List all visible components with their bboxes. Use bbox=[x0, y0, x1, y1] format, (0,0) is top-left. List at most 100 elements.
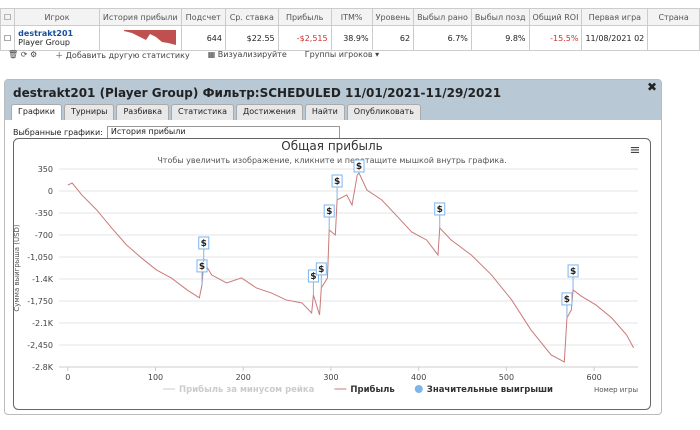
tab[interactable]: Графики bbox=[11, 104, 62, 120]
x-axis-title: Номер игры bbox=[594, 386, 638, 394]
big-win-label: $ bbox=[326, 207, 332, 217]
cell: 644 bbox=[180, 25, 226, 51]
cell: 62 bbox=[371, 25, 415, 51]
x-tick-label: 300 bbox=[323, 373, 338, 382]
tab[interactable]: Турниры bbox=[63, 104, 115, 120]
filter-label: Фильтр: bbox=[202, 86, 260, 100]
legend-item[interactable]: Значительные выигрыши bbox=[427, 385, 553, 395]
x-tick-label: 100 bbox=[148, 373, 163, 382]
big-win-label: $ bbox=[437, 205, 443, 215]
sparkline bbox=[98, 25, 182, 51]
column-header: Общий ROI bbox=[528, 8, 583, 26]
column-header: Страна bbox=[647, 8, 700, 26]
panel-header: destrakt201 (Player Group) Фильтр:SCHEDU… bbox=[5, 80, 661, 104]
big-win-box bbox=[198, 236, 210, 250]
big-win-box bbox=[331, 174, 343, 188]
x-tick-label: 0 bbox=[65, 373, 70, 382]
column-header: Уровень bbox=[371, 8, 415, 26]
y-tick-label: -350 bbox=[35, 209, 53, 218]
visualize[interactable]: ▦ Визуализируйте bbox=[207, 50, 287, 59]
big-win-label: $ bbox=[199, 262, 205, 272]
big-win-box bbox=[353, 159, 365, 173]
player-link[interactable]: destrakt201 bbox=[18, 29, 74, 38]
big-win-label: $ bbox=[310, 272, 316, 282]
chart-frame bbox=[13, 138, 651, 410]
close[interactable]: ✖ bbox=[646, 80, 657, 94]
big-win-box bbox=[567, 264, 579, 278]
stats-table: ☐ Игрок История прибыли Подсчет Ср. ставка Пр… bbox=[0, 8, 700, 51]
cell: $22.55 bbox=[224, 25, 279, 51]
cell: 9.8% bbox=[470, 25, 530, 51]
big-win-label: $ bbox=[570, 267, 576, 277]
x-tick-label: 200 bbox=[236, 373, 251, 382]
label: Визуализируйте bbox=[217, 50, 287, 59]
tab[interactable]: Достижения bbox=[236, 104, 303, 120]
big-win-label: $ bbox=[201, 239, 207, 249]
legend-item[interactable]: Прибыль bbox=[350, 384, 394, 395]
x-tick-label: 400 bbox=[411, 373, 426, 382]
column-header: История прибыли bbox=[98, 8, 182, 26]
column-header: Подсчет bbox=[180, 8, 226, 26]
y-tick-label: -2,450 bbox=[27, 341, 53, 350]
checkbox[interactable]: ☐ bbox=[0, 25, 16, 51]
y-tick-label: -2.1K bbox=[32, 319, 54, 328]
cell: 6.7% bbox=[413, 25, 472, 51]
legend-marker bbox=[414, 385, 423, 393]
big-win-box bbox=[315, 262, 327, 276]
column-header: Игрок bbox=[14, 8, 100, 26]
icons: 🗑 ⟳ ⚙ bbox=[8, 50, 38, 59]
column-header: Прибыль bbox=[277, 8, 332, 26]
select-value: История прибыли bbox=[110, 127, 186, 136]
menu[interactable]: ≡ bbox=[630, 143, 641, 158]
big-win-box bbox=[307, 269, 319, 283]
select-label: Выбранные графики: bbox=[13, 128, 103, 137]
sparkline-svg bbox=[123, 30, 176, 45]
y-tick-label: -2.8K bbox=[32, 363, 54, 372]
tabs: Графики Турниры Разбивка Статистика Достижен… bbox=[5, 104, 661, 120]
toolbar: 🗑 ⟳ ⚙ ＋ Добавить другую статистику ▦ Виз… bbox=[8, 50, 379, 61]
cell: -$2,515 bbox=[277, 25, 332, 51]
big-win-box bbox=[196, 259, 208, 273]
profit-line bbox=[67, 172, 635, 363]
x-tick-label: 500 bbox=[499, 373, 514, 382]
panel: destrakt201 (Player Group) Фильтр:SCHEDU… bbox=[4, 79, 662, 415]
cell-empty bbox=[647, 25, 700, 51]
big-win-box bbox=[561, 292, 573, 306]
big-win-label: $ bbox=[318, 265, 324, 275]
cell: 38.9% bbox=[330, 25, 373, 51]
column-header: Выбыл рано bbox=[413, 8, 472, 26]
y-tick-label: -1.4K bbox=[32, 275, 54, 284]
big-win-box bbox=[434, 202, 446, 216]
group: Player Group bbox=[18, 38, 70, 47]
add-stat[interactable]: ＋ Добавить другую статистику bbox=[55, 51, 190, 60]
chart-subtitle: Чтобы увеличить изображение, кликните и … bbox=[157, 156, 506, 165]
cell: 11/08/2021 02 bbox=[581, 25, 649, 51]
tab[interactable]: Статистика bbox=[171, 104, 235, 120]
checkbox[interactable]: ☐ bbox=[0, 8, 16, 26]
x-tick-label: 600 bbox=[586, 373, 601, 382]
tab[interactable]: Найти bbox=[304, 104, 345, 120]
column-header: Первая игра bbox=[581, 8, 649, 26]
big-win-box bbox=[323, 204, 335, 218]
label: Группы игроков bbox=[304, 50, 373, 59]
player-cell: destrakt201 Player Group bbox=[14, 25, 100, 51]
tab[interactable]: Опубликовать bbox=[346, 104, 422, 120]
tab[interactable]: Разбивка bbox=[116, 104, 170, 120]
big-win-label: $ bbox=[564, 295, 570, 305]
chart-title: Общая прибыль bbox=[281, 139, 382, 153]
groups[interactable]: Группы игроков ▾ bbox=[304, 50, 380, 59]
y-tick-label: -1,050 bbox=[27, 253, 53, 262]
sparkline-area bbox=[123, 30, 176, 45]
y-tick-label: 350 bbox=[38, 165, 53, 174]
legend-item[interactable]: Прибыль за минусом рейка bbox=[179, 384, 315, 395]
column-header: ITM% bbox=[330, 8, 373, 26]
label: Добавить другую статистику bbox=[65, 51, 190, 60]
column-header: Выбыл позд bbox=[470, 8, 530, 26]
panel-title: destrakt201 (Player Group) bbox=[13, 86, 199, 100]
column-header: Ср. ставка bbox=[224, 8, 279, 26]
filter: SCHEDULED 11/01/2021-11/29/2021 bbox=[259, 86, 502, 100]
y-tick-label: 0 bbox=[48, 187, 53, 196]
y-tick-label: -1,750 bbox=[27, 297, 53, 306]
chart: Общая прибыль Чтобы увеличить изображени… bbox=[13, 138, 651, 410]
